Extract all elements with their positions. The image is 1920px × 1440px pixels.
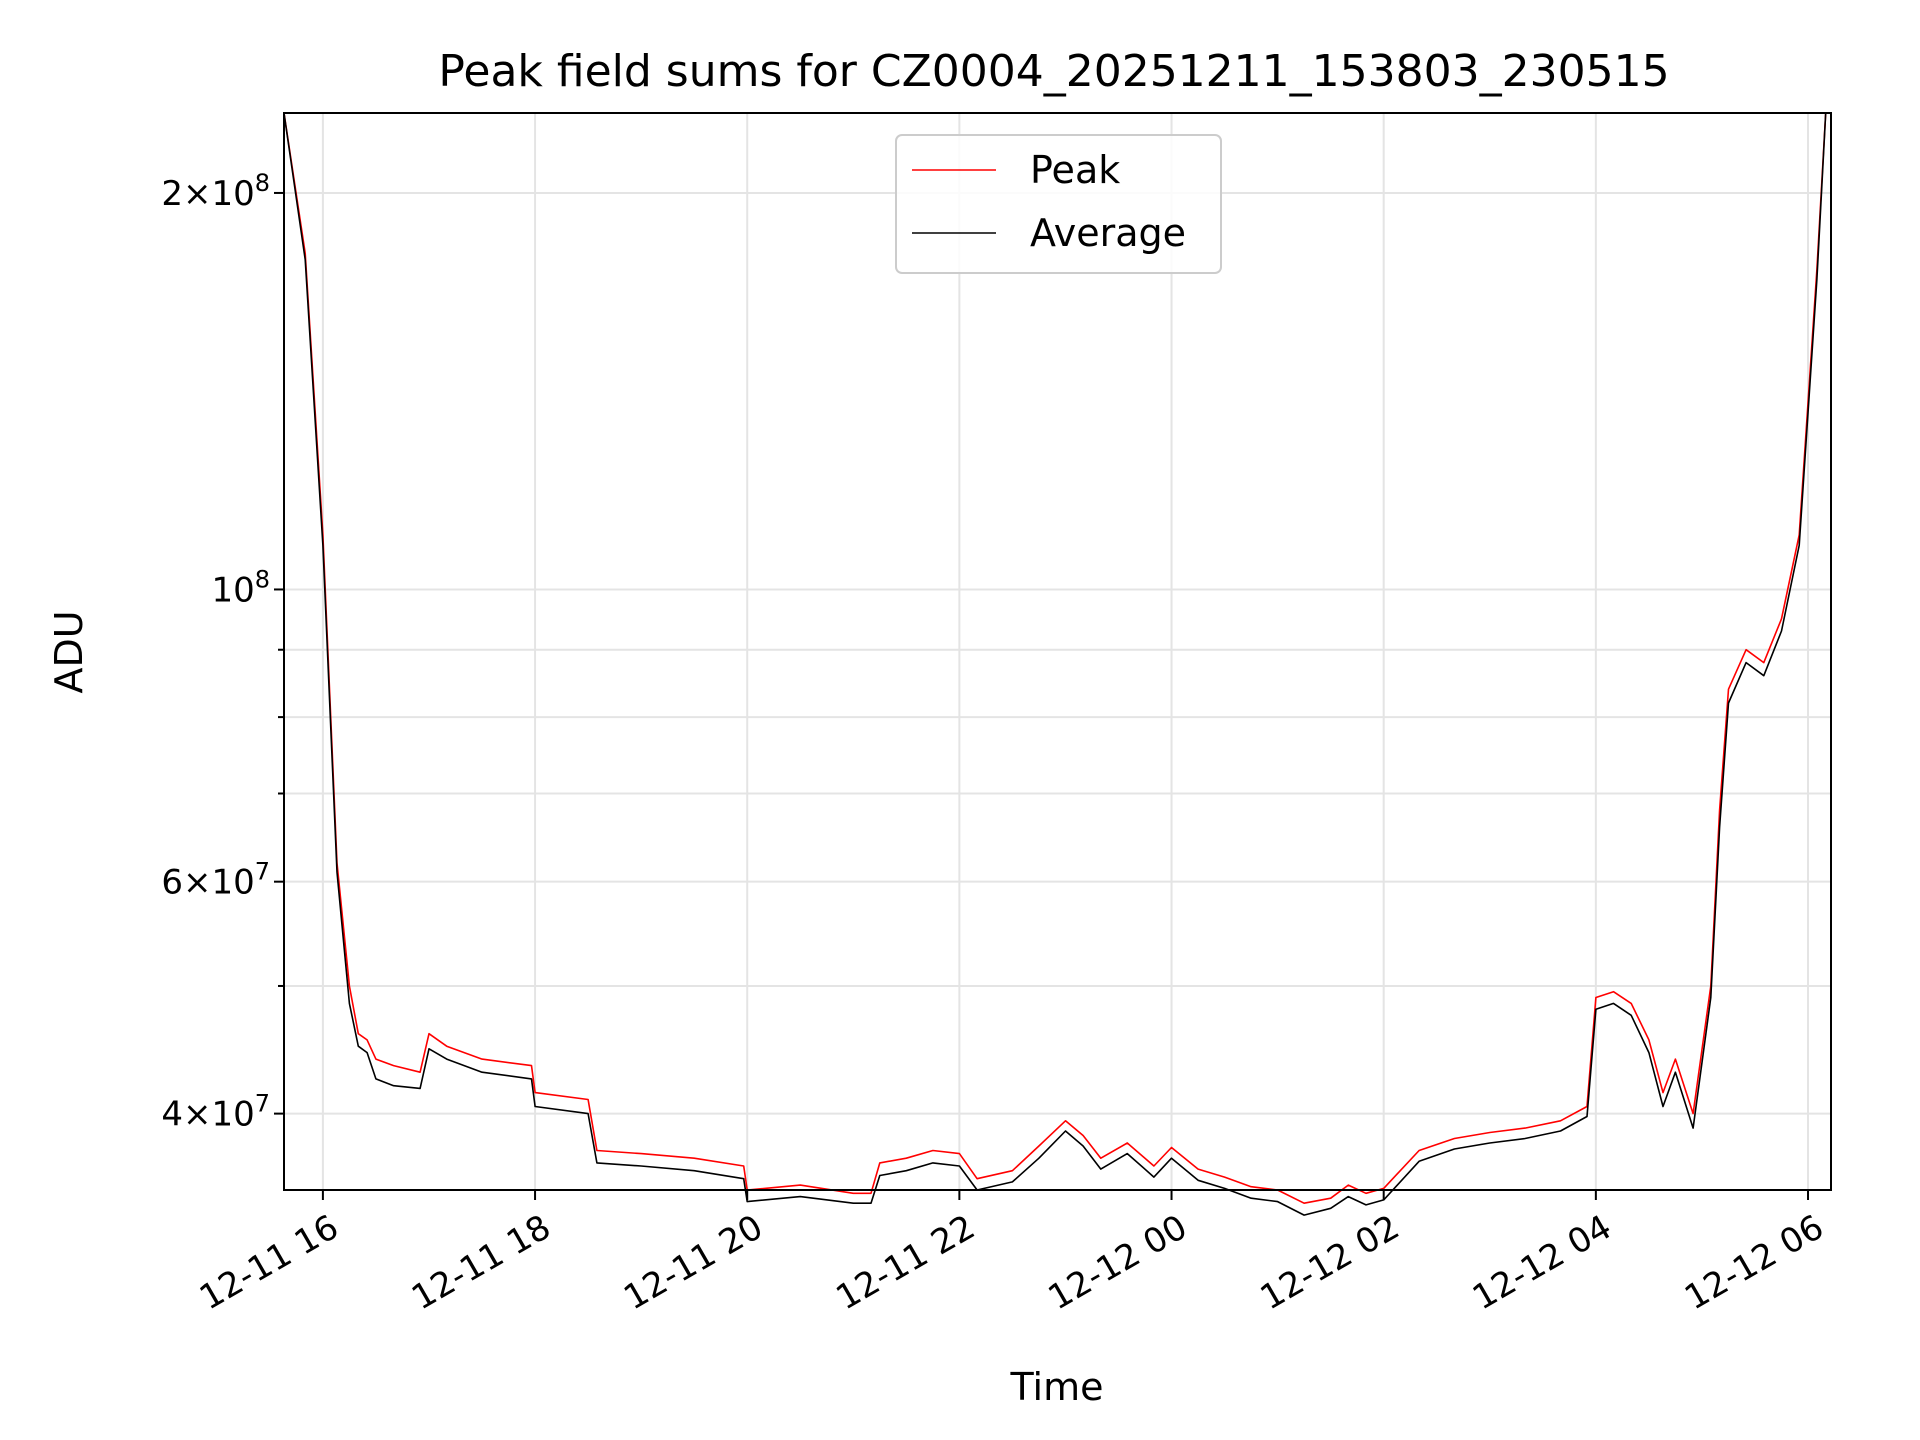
y-tick-label: 2×108 <box>161 169 270 214</box>
series-line-average <box>283 112 1827 1216</box>
legend-label-peak: Peak <box>1030 148 1120 192</box>
grid-layer <box>284 113 1831 1190</box>
chart-title: Peak field sums for CZ0004_20251211_1538… <box>438 46 1669 97</box>
plot-frame <box>283 112 1832 1191</box>
series-layer <box>283 112 1827 1216</box>
legend-label-average: Average <box>1030 211 1186 255</box>
y-axis-label: ADU <box>47 610 91 693</box>
series-line-peak <box>283 112 1827 1204</box>
legend: Peak Average <box>895 134 1222 274</box>
y-tick-label: 108 <box>211 565 270 610</box>
x-axis-label: Time <box>1010 1365 1104 1409</box>
y-tick-label: 4×107 <box>161 1090 270 1135</box>
y-tick-label: 6×107 <box>161 858 270 903</box>
